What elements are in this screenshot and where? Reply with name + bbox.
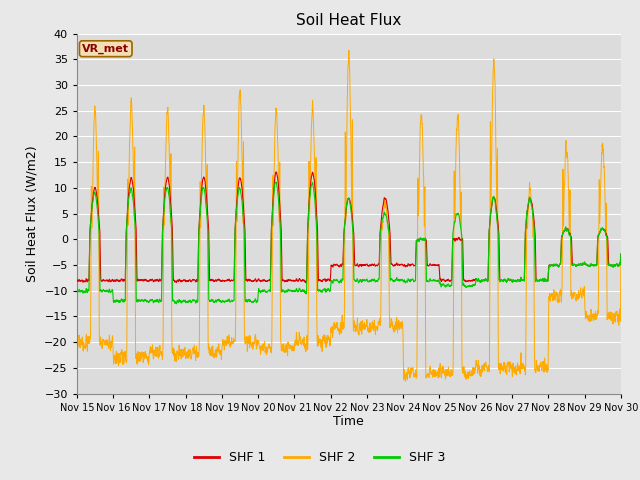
X-axis label: Time: Time — [333, 415, 364, 429]
Y-axis label: Soil Heat Flux (W/m2): Soil Heat Flux (W/m2) — [26, 145, 38, 282]
Legend: SHF 1, SHF 2, SHF 3: SHF 1, SHF 2, SHF 3 — [189, 446, 451, 469]
Title: Soil Heat Flux: Soil Heat Flux — [296, 13, 401, 28]
Text: VR_met: VR_met — [82, 44, 129, 54]
